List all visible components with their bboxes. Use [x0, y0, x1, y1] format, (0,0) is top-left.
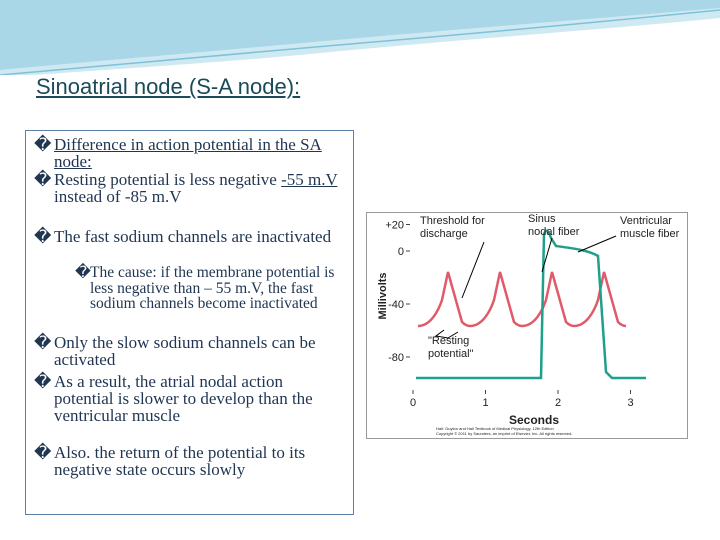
- pointer: [577, 235, 617, 253]
- bullet: � Difference in action potential in the S…: [34, 135, 339, 171]
- bullet-text: Only the slow sodium channels can be act…: [54, 333, 316, 369]
- annotation: discharge: [420, 228, 468, 240]
- x-tick-label: 1: [482, 397, 488, 409]
- text-box: � Difference in action potential in the S…: [25, 130, 354, 515]
- ventricular-trace: [416, 229, 646, 380]
- annotation: Sinus: [528, 213, 556, 225]
- bullet-glyph: �: [34, 443, 52, 462]
- y-tick-label: +20: [385, 220, 404, 232]
- pointer: [434, 329, 459, 339]
- bullet-text: instead of -85 m.V: [54, 187, 182, 206]
- annotation: nodal fiber: [528, 226, 580, 238]
- x-tick-label: 0: [410, 397, 416, 409]
- annotation: muscle fiber: [620, 228, 680, 240]
- bullet-text: Difference in action potential in the SA…: [54, 135, 322, 171]
- slide-title: Sinoatrial node (S-A node):: [36, 74, 301, 99]
- x-tick-label: 3: [627, 397, 633, 409]
- bullet-glyph: �: [34, 170, 52, 189]
- y-tick-label: -80: [388, 352, 404, 364]
- annotation: Threshold for: [420, 215, 485, 227]
- pointer: [541, 237, 553, 273]
- bullet-text: As a result, the atrial nodal action pot…: [54, 372, 313, 425]
- bullet: � The cause: if the membrane potential is…: [75, 264, 348, 312]
- annotation: potential": [428, 348, 474, 360]
- bullet-glyph: �: [34, 135, 52, 154]
- bullet: � Also. the return of the potential to it…: [34, 443, 339, 479]
- figure: +20 0 -40 -80 0 1 2 3 Millivolts Seconds Threshold…: [366, 212, 688, 439]
- bullet: � As a result, the atrial nodal action po…: [34, 372, 339, 425]
- credit: Hall: Guyton and Hall Textbook of Medica…: [436, 426, 554, 431]
- bullet: � Only the slow sodium channels can be ac…: [34, 333, 339, 369]
- bullet: � Resting potential is less negative -55 …: [34, 170, 339, 206]
- bullet-text: Also. the return of the potential to its…: [54, 443, 306, 479]
- x-axis-label: Seconds: [509, 413, 559, 427]
- header-wave: [0, 0, 720, 75]
- bullet: � The fast sodium channels are inactivate…: [34, 227, 339, 246]
- annotation: Ventricular: [620, 215, 672, 227]
- credit: Copyright © 2011 by Saunders, an imprint…: [436, 431, 573, 436]
- bullet-glyph: �: [34, 227, 52, 246]
- y-tick-label: 0: [398, 246, 404, 258]
- y-tick-label: -40: [388, 299, 404, 311]
- bullet-glyph: �: [75, 264, 91, 281]
- bullet-text: The fast sodium channels are inactivated: [54, 227, 332, 246]
- bullet-glyph: �: [34, 333, 52, 352]
- pointer: [461, 241, 485, 299]
- sinus-trace: [417, 271, 627, 328]
- bullet-text: -55 m.V: [281, 170, 338, 189]
- annotation: "Resting: [428, 335, 469, 347]
- bullet-text: The cause: if the membrane potential is …: [90, 264, 335, 312]
- y-axis-label: Millivolts: [377, 272, 389, 319]
- bullet-glyph: �: [34, 372, 52, 391]
- x-tick-label: 2: [555, 397, 561, 409]
- bullet-text: Resting potential is less negative: [54, 170, 282, 189]
